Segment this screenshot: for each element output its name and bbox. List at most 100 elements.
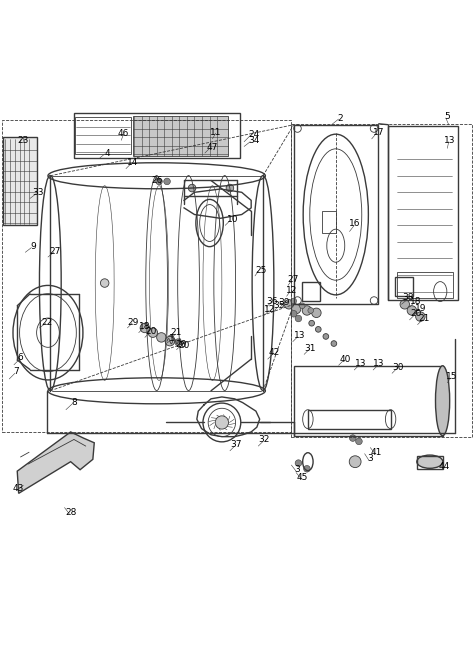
Text: 13: 13	[355, 359, 366, 368]
Bar	[308, 409, 391, 428]
Bar	[417, 456, 443, 469]
Bar	[395, 277, 413, 296]
Text: 38: 38	[402, 293, 414, 302]
Text: 16: 16	[349, 220, 361, 228]
Circle shape	[323, 334, 328, 339]
Circle shape	[140, 323, 150, 333]
Text: 21: 21	[418, 314, 429, 323]
Text: 2: 2	[337, 114, 343, 122]
Bar	[1, 120, 291, 432]
Text: 26: 26	[151, 176, 162, 185]
Ellipse shape	[417, 455, 443, 468]
Text: 41: 41	[371, 448, 382, 456]
Text: 27: 27	[49, 247, 61, 256]
Circle shape	[304, 466, 310, 472]
Text: 12: 12	[286, 286, 297, 295]
Circle shape	[331, 341, 337, 347]
Bar	[74, 113, 240, 158]
Bar	[292, 124, 472, 437]
Circle shape	[156, 178, 162, 184]
Text: 7: 7	[13, 368, 18, 377]
Circle shape	[148, 328, 157, 337]
Text: 32: 32	[259, 435, 270, 444]
Circle shape	[165, 336, 174, 346]
Circle shape	[156, 333, 166, 342]
Circle shape	[295, 460, 302, 466]
Bar	[294, 366, 443, 436]
Circle shape	[226, 184, 234, 192]
Text: 22: 22	[41, 318, 53, 327]
Text: 13: 13	[373, 359, 384, 368]
Text: 18: 18	[139, 322, 151, 332]
Text: 9: 9	[30, 242, 36, 251]
Text: 20: 20	[178, 341, 190, 351]
Text: 24: 24	[248, 129, 259, 139]
Circle shape	[291, 298, 297, 304]
Circle shape	[407, 305, 417, 315]
Text: 10: 10	[227, 215, 238, 224]
Ellipse shape	[436, 366, 450, 436]
Ellipse shape	[349, 456, 361, 468]
Text: 31: 31	[304, 344, 316, 353]
Text: 3: 3	[295, 465, 301, 474]
Circle shape	[284, 300, 294, 309]
Bar	[388, 126, 458, 300]
Text: 6: 6	[18, 353, 23, 362]
Circle shape	[174, 339, 181, 345]
Text: 29: 29	[128, 318, 139, 327]
Bar	[3, 137, 37, 226]
Circle shape	[302, 305, 312, 315]
Text: 13: 13	[444, 136, 456, 145]
Text: 43: 43	[13, 484, 24, 493]
Circle shape	[400, 300, 410, 309]
Text: 13: 13	[293, 331, 305, 340]
Text: 33: 33	[32, 188, 43, 197]
Bar	[133, 116, 228, 156]
Bar	[75, 116, 131, 154]
Ellipse shape	[215, 416, 228, 429]
Text: 39: 39	[279, 298, 290, 307]
Text: 40: 40	[339, 354, 350, 364]
Text: 5: 5	[445, 112, 450, 121]
Circle shape	[295, 315, 302, 322]
Text: 28: 28	[65, 508, 76, 517]
Text: 37: 37	[230, 439, 242, 449]
Text: 1: 1	[169, 334, 174, 343]
Circle shape	[291, 311, 297, 317]
Circle shape	[164, 178, 170, 184]
Text: 45: 45	[297, 473, 308, 482]
Text: 18: 18	[410, 296, 421, 305]
Circle shape	[167, 335, 174, 341]
Polygon shape	[17, 432, 94, 493]
Text: 17: 17	[373, 128, 384, 137]
Text: 12: 12	[264, 305, 276, 313]
Circle shape	[316, 326, 321, 332]
Text: 21: 21	[171, 328, 182, 337]
Bar	[294, 125, 378, 304]
Text: 4: 4	[104, 148, 110, 158]
Circle shape	[308, 307, 314, 313]
Text: 25: 25	[255, 266, 266, 275]
Bar	[397, 271, 453, 298]
Text: 34: 34	[248, 136, 259, 145]
Circle shape	[188, 184, 196, 192]
Text: 35: 35	[273, 301, 284, 310]
Circle shape	[312, 308, 321, 318]
Text: 47: 47	[207, 143, 218, 152]
Circle shape	[300, 303, 305, 309]
Ellipse shape	[100, 279, 109, 287]
Text: 20: 20	[410, 309, 421, 318]
Text: 15: 15	[447, 372, 458, 381]
Text: 46: 46	[118, 129, 129, 138]
Circle shape	[292, 304, 301, 314]
Text: 20: 20	[175, 341, 187, 349]
Bar	[302, 282, 320, 301]
Text: 44: 44	[438, 462, 450, 471]
Text: 27: 27	[287, 275, 299, 284]
Text: 20: 20	[146, 327, 157, 336]
Bar	[322, 211, 336, 233]
Text: 19: 19	[415, 303, 426, 313]
Text: 23: 23	[18, 136, 29, 145]
Text: 14: 14	[128, 158, 139, 167]
Text: 8: 8	[71, 398, 77, 407]
